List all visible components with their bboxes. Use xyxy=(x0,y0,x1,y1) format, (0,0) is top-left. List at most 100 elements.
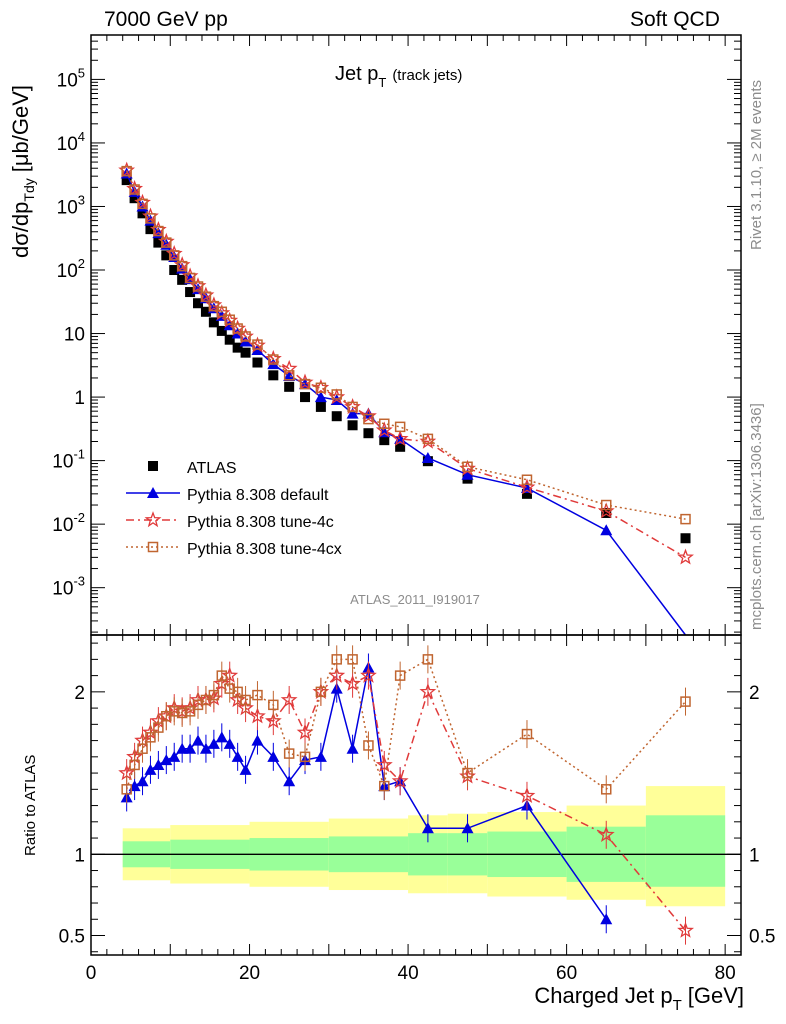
data-point xyxy=(224,334,235,345)
data-point xyxy=(314,391,327,403)
ratio-point xyxy=(344,674,361,691)
ratio-point xyxy=(239,763,252,775)
ratio-point xyxy=(421,822,434,834)
y-axis-label: dσ/dpTdy [μb/GeV] xyxy=(8,85,37,258)
ratio-y-axis-label: Ratio to ATLAS xyxy=(22,754,39,856)
ratio-point xyxy=(137,743,148,754)
header-right: Soft QCD xyxy=(630,8,720,31)
data-point xyxy=(208,300,220,312)
ratio-point xyxy=(129,759,140,771)
ratio-point xyxy=(283,775,296,787)
ratio-point xyxy=(422,654,434,665)
series-line xyxy=(125,170,686,520)
ratio-y-tick-label: 2 xyxy=(74,683,85,704)
ratio-y-tick-label: 1 xyxy=(74,845,85,866)
ratio-point xyxy=(231,750,244,762)
text-layer: Jet pT (track jets) ATLAS_2011_I919017 Ch… xyxy=(187,63,744,1014)
header-left: 7000 GeV pp xyxy=(104,8,228,31)
ratio-point xyxy=(268,699,279,711)
ratio-point xyxy=(346,742,359,754)
data-point xyxy=(224,314,235,325)
data-point xyxy=(379,435,390,446)
legend-label-atlas: ATLAS xyxy=(187,460,237,477)
ratio-point xyxy=(314,750,327,762)
ratio-point xyxy=(216,670,228,681)
x-axis-label-main: Charged Jet p xyxy=(534,983,672,1008)
data-point xyxy=(601,507,612,518)
data-point xyxy=(161,250,172,261)
data-point xyxy=(363,413,374,425)
main-panel-series xyxy=(118,161,694,636)
data-point xyxy=(153,225,164,237)
band-inner-segment xyxy=(645,815,726,887)
ratio-point xyxy=(199,742,212,754)
ratio-point xyxy=(328,666,346,683)
data-point xyxy=(252,357,263,368)
ratio-point xyxy=(363,740,374,751)
data-point xyxy=(129,193,140,204)
data-point xyxy=(216,325,227,336)
ratio-point xyxy=(184,742,197,754)
data-point xyxy=(315,382,327,394)
uncertainty-band xyxy=(91,786,741,907)
data-point xyxy=(346,407,359,419)
chart-title-sub: T xyxy=(378,75,386,90)
legend-label-tune-4cx: Pythia 8.308 tune-4cx xyxy=(187,541,342,558)
ratio-point xyxy=(680,696,691,707)
ratio-point xyxy=(168,706,180,717)
data-point xyxy=(347,420,358,431)
x-tick-label: 80 xyxy=(715,963,736,984)
data-point xyxy=(283,369,296,381)
data-point xyxy=(284,381,295,392)
ratio-point xyxy=(252,689,263,701)
data-point xyxy=(331,411,342,422)
ratio-point xyxy=(153,722,164,733)
ratio-point xyxy=(251,734,264,746)
data-point xyxy=(121,165,132,177)
data-point xyxy=(185,287,196,298)
legend-marker xyxy=(144,511,162,528)
ratio-point xyxy=(208,689,220,701)
y-tick-label: 103 xyxy=(57,192,85,218)
data-point xyxy=(208,317,219,328)
legend xyxy=(126,461,180,553)
data-point xyxy=(252,339,263,350)
x-tick-label: 0 xyxy=(86,963,97,984)
data-point xyxy=(200,291,212,302)
ratio-y-tick-label-right: 1 xyxy=(749,845,760,866)
rivet-version-label: Rivet 3.1.10, ≥ 2M events xyxy=(748,80,765,250)
analysis-tag: ATLAS_2011_I919017 xyxy=(350,592,480,607)
x-tick-label: 40 xyxy=(398,963,419,984)
ratio-point xyxy=(215,731,228,743)
data-point xyxy=(268,370,279,381)
ratio-point xyxy=(296,723,314,740)
data-point xyxy=(216,306,228,318)
data-point xyxy=(280,359,298,376)
data-point xyxy=(315,401,326,412)
data-point xyxy=(363,428,374,439)
data-point xyxy=(391,430,409,447)
ratio-point xyxy=(394,670,406,681)
ratio-y-tick-label-right: 2 xyxy=(749,683,760,704)
ratio-point xyxy=(176,707,188,719)
ratio-point xyxy=(136,775,149,787)
ratio-panel-series xyxy=(118,645,695,945)
data-point xyxy=(137,208,148,219)
axes: 0 20 40 60 80 10-3 10-2 10-1 1 10 102 103 104 105 0.5 0… xyxy=(52,34,775,984)
y-axis-label-main: dσ/dp xyxy=(8,201,33,258)
data-point xyxy=(137,198,148,210)
data-point xyxy=(168,250,180,261)
ratio-point xyxy=(600,784,612,795)
chart-title-main: Jet p xyxy=(335,63,378,85)
ratio-point xyxy=(331,654,342,665)
ratio-point xyxy=(168,750,181,762)
ratio-point xyxy=(232,686,243,698)
x-axis-label-sub: T xyxy=(673,997,682,1014)
ratio-point xyxy=(315,686,327,698)
data-point xyxy=(193,298,204,309)
data-point xyxy=(362,407,375,419)
x-tick-label: 60 xyxy=(556,963,577,984)
series-line xyxy=(125,173,687,636)
x-tick-label: 20 xyxy=(239,963,260,984)
